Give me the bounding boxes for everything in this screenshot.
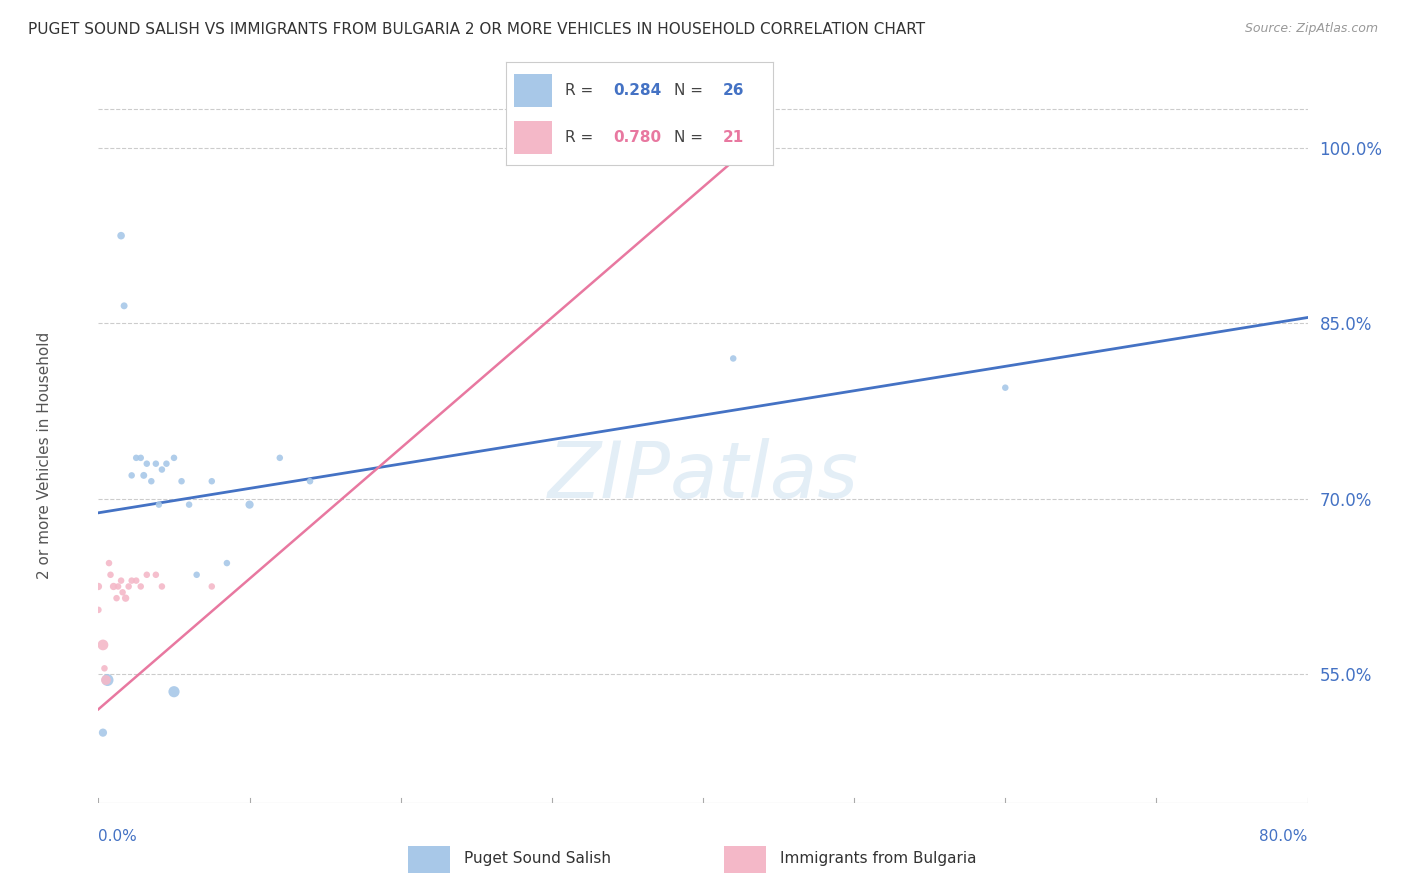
Point xyxy=(110,574,132,588)
Point xyxy=(107,579,129,593)
Text: 26: 26 xyxy=(723,83,744,97)
Point xyxy=(98,556,121,570)
FancyBboxPatch shape xyxy=(724,847,766,873)
Point xyxy=(129,450,152,465)
Text: 0.284: 0.284 xyxy=(613,83,661,97)
FancyBboxPatch shape xyxy=(515,121,551,153)
Text: Immigrants from Bulgaria: Immigrants from Bulgaria xyxy=(780,851,977,866)
Point xyxy=(111,585,134,599)
FancyBboxPatch shape xyxy=(515,74,551,106)
Point xyxy=(110,228,132,243)
Point xyxy=(121,574,143,588)
Point xyxy=(87,603,110,617)
Point xyxy=(103,579,125,593)
Point xyxy=(145,567,167,582)
Point xyxy=(201,579,224,593)
Text: R =: R = xyxy=(565,83,598,97)
Text: 2 or more Vehicles in Household: 2 or more Vehicles in Household xyxy=(37,331,52,579)
Text: 0.780: 0.780 xyxy=(613,130,661,145)
Point xyxy=(125,574,148,588)
Point xyxy=(269,450,291,465)
Text: 80.0%: 80.0% xyxy=(1260,829,1308,844)
Point xyxy=(155,457,177,471)
Point xyxy=(132,468,155,483)
Point xyxy=(105,591,128,606)
Point xyxy=(201,474,224,488)
Point xyxy=(163,684,186,698)
Point xyxy=(125,450,148,465)
Text: Puget Sound Salish: Puget Sound Salish xyxy=(464,851,612,866)
Text: ZIPatlas: ZIPatlas xyxy=(547,438,859,514)
Text: R =: R = xyxy=(565,130,598,145)
Text: 21: 21 xyxy=(723,130,744,145)
Text: 0.0%: 0.0% xyxy=(98,829,138,844)
Point xyxy=(114,591,136,606)
Text: N =: N = xyxy=(675,130,709,145)
Point xyxy=(91,725,114,739)
Point xyxy=(163,450,186,465)
Point xyxy=(994,381,1017,395)
Point xyxy=(112,299,135,313)
Point xyxy=(723,351,745,366)
Text: PUGET SOUND SALISH VS IMMIGRANTS FROM BULGARIA 2 OR MORE VEHICLES IN HOUSEHOLD C: PUGET SOUND SALISH VS IMMIGRANTS FROM BU… xyxy=(28,22,925,37)
Point xyxy=(299,474,322,488)
Point xyxy=(129,579,152,593)
Point xyxy=(100,567,122,582)
Point xyxy=(215,556,238,570)
Point xyxy=(118,579,141,593)
Point xyxy=(145,457,167,471)
Point xyxy=(135,457,157,471)
Point xyxy=(91,638,114,652)
Point xyxy=(150,462,173,476)
Point xyxy=(186,567,208,582)
Point xyxy=(87,579,110,593)
FancyBboxPatch shape xyxy=(408,847,450,873)
Point xyxy=(170,474,193,488)
Text: Source: ZipAtlas.com: Source: ZipAtlas.com xyxy=(1244,22,1378,36)
Point xyxy=(94,673,117,687)
Text: N =: N = xyxy=(675,83,709,97)
Point xyxy=(93,661,115,675)
Point xyxy=(239,498,262,512)
Point xyxy=(141,474,163,488)
Point xyxy=(121,468,143,483)
Point xyxy=(96,673,118,687)
Point xyxy=(150,579,173,593)
Point xyxy=(135,567,157,582)
Point xyxy=(148,498,170,512)
Point xyxy=(179,498,201,512)
